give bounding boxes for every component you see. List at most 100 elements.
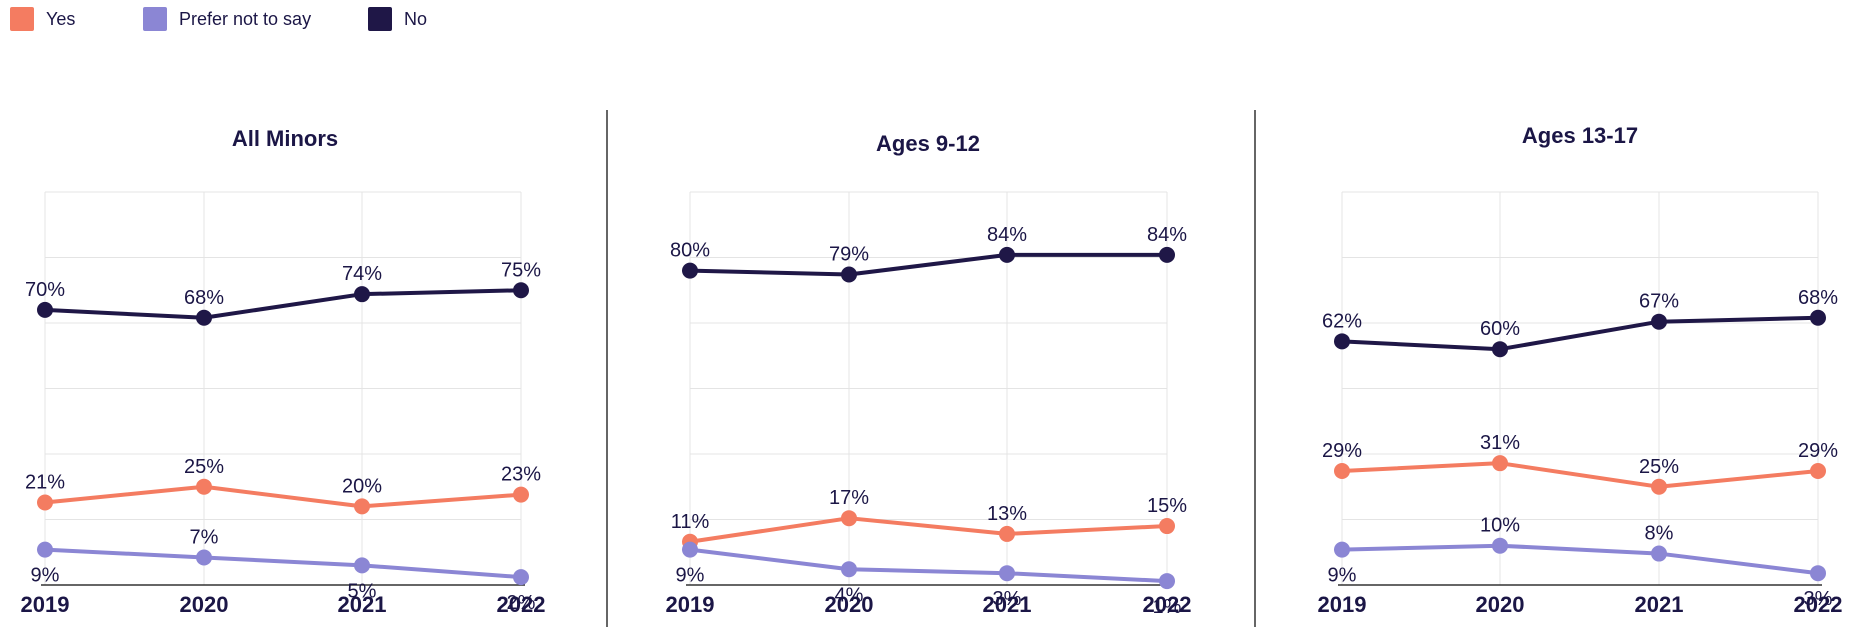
data-label-no: 68% xyxy=(184,287,224,309)
data-point-no xyxy=(841,266,857,283)
data-point-yes xyxy=(196,478,212,495)
data-label-yes: 20% xyxy=(342,475,382,497)
data-label-yes: 23% xyxy=(501,464,541,486)
legend-item-yes: Yes xyxy=(10,6,75,32)
x-tick-label: 2020 xyxy=(1476,592,1525,617)
x-tick-label: 2021 xyxy=(1635,592,1684,617)
series-line-yes xyxy=(1341,461,1819,489)
legend-swatch-no xyxy=(368,7,392,31)
series-line-prefer-not-to-say xyxy=(1341,543,1819,576)
data-label-no: 60% xyxy=(1480,318,1520,340)
legend-label-yes: Yes xyxy=(46,8,76,29)
data-point-no xyxy=(1810,309,1826,326)
data-point-no xyxy=(513,282,529,299)
x-tick-label: 2022 xyxy=(1794,592,1843,617)
data-label-prefer-not-to-say: 3% xyxy=(993,588,1022,610)
data-point-no xyxy=(196,309,212,326)
legend-item-prefer-not-to-say: Prefer not to say xyxy=(143,6,311,32)
x-tick-label: 2019 xyxy=(1318,592,1367,617)
legend-swatch-yes xyxy=(10,7,34,31)
data-point-prefer-not-to-say xyxy=(999,565,1015,582)
data-point-no xyxy=(1651,313,1667,330)
data-label-yes: 25% xyxy=(1639,456,1679,478)
data-point-no xyxy=(1492,341,1508,358)
data-label-yes: 29% xyxy=(1798,440,1838,462)
legend-label-no: No xyxy=(404,8,428,29)
x-tick-label: 2022 xyxy=(497,592,546,617)
data-point-no xyxy=(37,301,53,318)
data-point-no xyxy=(682,262,698,279)
data-point-yes xyxy=(354,498,370,515)
data-point-prefer-not-to-say xyxy=(1810,565,1826,582)
data-label-yes: 11% xyxy=(671,511,710,533)
data-label-prefer-not-to-say: 9% xyxy=(1328,565,1357,587)
legend: Yes Prefer not to say No xyxy=(10,6,610,32)
data-point-yes xyxy=(1651,478,1667,495)
data-point-yes xyxy=(999,525,1015,542)
data-label-yes: 29% xyxy=(1322,440,1362,462)
data-point-prefer-not-to-say xyxy=(1159,573,1175,590)
data-point-yes xyxy=(1334,463,1350,480)
series-line-yes xyxy=(44,484,522,509)
x-tick-label: 2019 xyxy=(21,592,70,617)
chart-title: Ages 9-12 xyxy=(876,131,980,156)
data-point-prefer-not-to-say xyxy=(1492,537,1508,554)
data-point-yes xyxy=(1810,463,1826,480)
x-tick-label: 2022 xyxy=(1143,592,1192,617)
data-point-no xyxy=(1159,246,1175,263)
data-point-prefer-not-to-say xyxy=(513,569,529,586)
series-line-yes xyxy=(689,516,1168,544)
series-line-prefer-not-to-say xyxy=(44,547,522,580)
data-label-yes: 21% xyxy=(25,471,65,493)
data-label-no: 74% xyxy=(342,263,382,285)
data-label-no: 70% xyxy=(25,279,65,301)
data-point-prefer-not-to-say xyxy=(682,541,698,558)
data-point-prefer-not-to-say xyxy=(196,549,212,566)
data-label-no: 75% xyxy=(501,259,541,281)
chart-panel-ages-13-17: Ages 13-17 2019 2020 2021 2022 62% 60% 67% 68% 29… xyxy=(1318,123,1843,617)
data-label-prefer-not-to-say: 9% xyxy=(676,565,705,587)
chart-title: All Minors xyxy=(232,126,338,151)
data-label-prefer-not-to-say: 9% xyxy=(31,565,60,587)
x-tick-label: 2020 xyxy=(180,592,229,617)
data-point-yes xyxy=(513,486,529,503)
data-point-yes xyxy=(1492,455,1508,472)
data-label-prefer-not-to-say: 10% xyxy=(1480,515,1520,537)
data-label-prefer-not-to-say: 4% xyxy=(835,584,864,606)
data-point-prefer-not-to-say xyxy=(354,557,370,574)
series-line-no xyxy=(689,252,1167,277)
data-label-no: 84% xyxy=(987,224,1027,246)
data-label-yes: 17% xyxy=(829,487,869,509)
data-point-prefer-not-to-say xyxy=(841,561,857,578)
data-point-prefer-not-to-say xyxy=(1334,541,1350,558)
data-label-prefer-not-to-say: 5% xyxy=(348,580,377,602)
data-label-prefer-not-to-say: 2% xyxy=(507,592,536,614)
series-line-no xyxy=(1341,315,1819,352)
x-tick-label: 2021 xyxy=(338,592,387,617)
data-point-yes xyxy=(841,510,857,527)
data-point-prefer-not-to-say xyxy=(1651,545,1667,562)
data-label-prefer-not-to-say: 7% xyxy=(190,526,219,548)
data-label-prefer-not-to-say: 8% xyxy=(1645,523,1674,545)
legend-item-no: No xyxy=(368,6,427,32)
series-line-no xyxy=(44,288,522,320)
legend-swatch-prefer-not-to-say xyxy=(143,7,167,31)
x-tick-label: 2020 xyxy=(825,592,874,617)
data-label-no: 80% xyxy=(670,240,710,262)
data-point-no xyxy=(999,246,1015,263)
data-label-no: 84% xyxy=(1147,224,1187,246)
data-label-no: 79% xyxy=(829,244,869,266)
data-point-yes xyxy=(1159,518,1175,535)
data-label-no: 68% xyxy=(1798,287,1838,309)
data-label-prefer-not-to-say: 1% xyxy=(1153,596,1182,618)
data-label-yes: 25% xyxy=(184,456,224,478)
data-label-no: 67% xyxy=(1639,291,1679,313)
series-line-prefer-not-to-say xyxy=(689,547,1168,584)
data-point-no xyxy=(1334,333,1350,350)
legend-label-prefer-not-to-say: Prefer not to say xyxy=(179,8,312,29)
data-point-yes xyxy=(37,494,53,511)
chart-title: Ages 13-17 xyxy=(1522,123,1638,148)
data-point-no xyxy=(354,286,370,303)
data-label-prefer-not-to-say: 3% xyxy=(1804,588,1833,610)
